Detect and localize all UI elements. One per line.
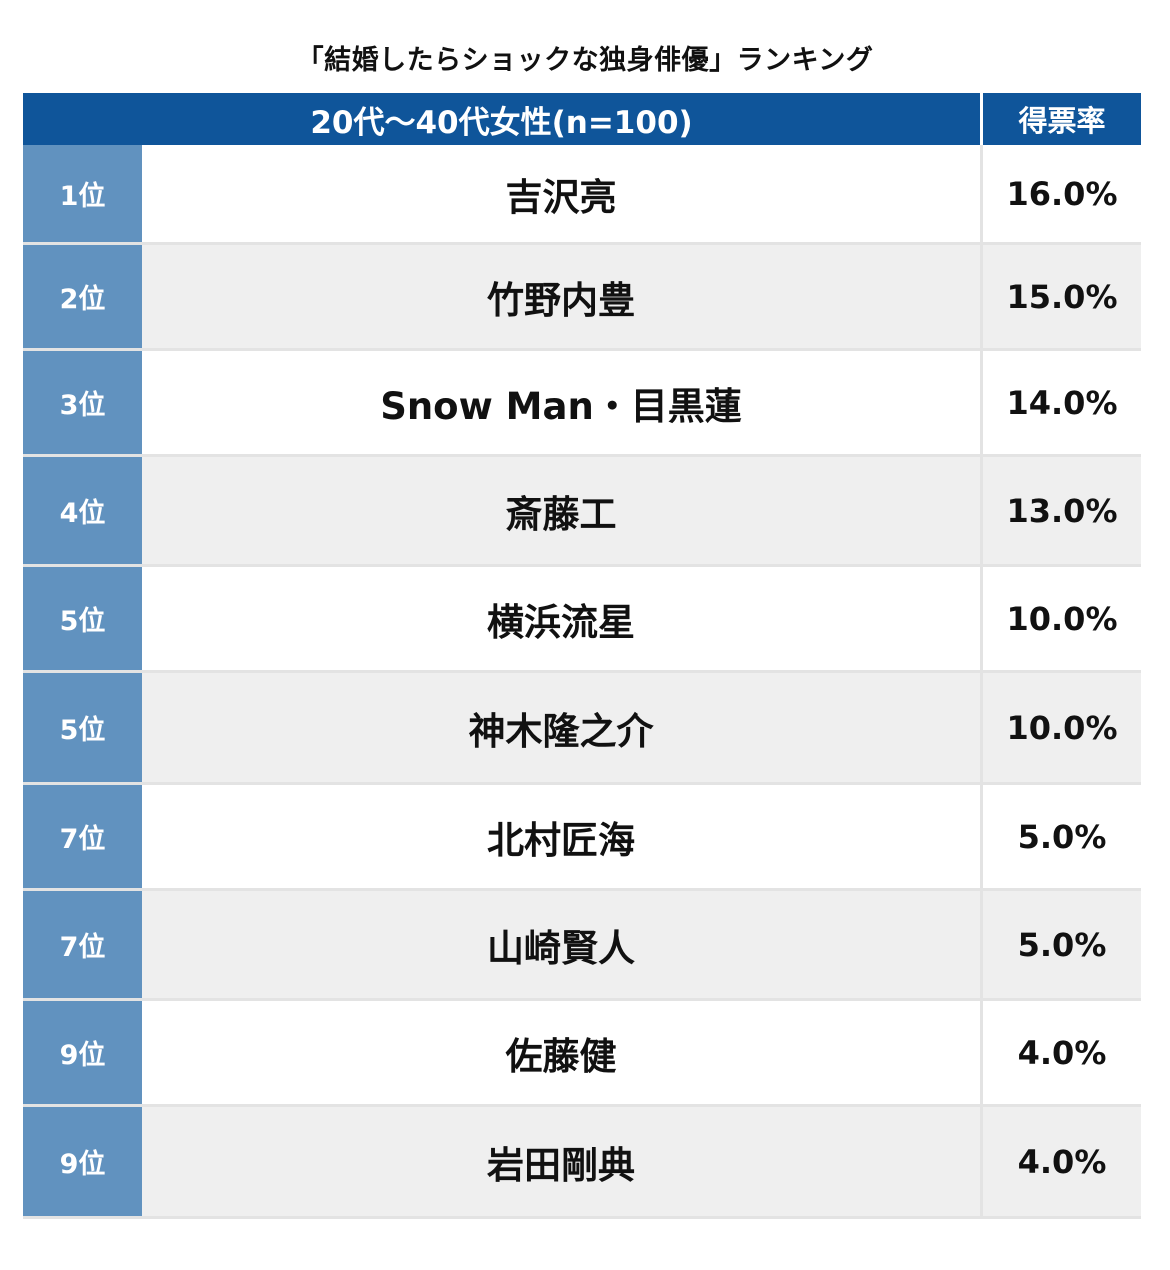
ranking-table: 20代〜40代女性(n=100) 得票率 1位 吉沢亮 16.0% 2位 竹野内豊 15.… bbox=[23, 93, 1141, 1219]
table-row: 9位 岩田剛典 4.0% bbox=[23, 1107, 1141, 1219]
table-row: 3位 Snow Man・目黒蓮 14.0% bbox=[23, 351, 1141, 457]
actor-name-cell: 横浜流星 bbox=[142, 567, 983, 670]
chart-title: 「結婚したらショックな独身俳優」ランキング bbox=[296, 45, 874, 76]
rank-cell: 7位 bbox=[23, 891, 142, 998]
table-row: 4位 斎藤工 13.0% bbox=[23, 457, 1141, 567]
vote-rate-cell: 4.0% bbox=[1017, 1033, 1107, 1072]
rank-cell: 1位 bbox=[23, 145, 142, 242]
table-row: 7位 山崎賢人 5.0% bbox=[23, 891, 1141, 1001]
rank-cell: 5位 bbox=[23, 673, 142, 782]
table-row: 7位 北村匠海 5.0% bbox=[23, 785, 1141, 891]
rank-cell: 5位 bbox=[23, 567, 142, 670]
vote-rate-cell: 5.0% bbox=[983, 891, 1141, 998]
table-row: 2位 竹野内豊 15.0% bbox=[23, 245, 1141, 351]
actor-name-cell: 山崎賢人 bbox=[142, 891, 983, 998]
table-row: 9位 佐藤健 4.0% bbox=[23, 1001, 1141, 1107]
vote-rate-cell: 10.0% bbox=[983, 673, 1141, 782]
vote-rate-cell: 14.0% bbox=[1006, 383, 1118, 422]
vote-rate-cell: 10.0% bbox=[1006, 599, 1118, 638]
vote-rate-cell: 4.0% bbox=[983, 1107, 1141, 1216]
actor-name-cell: Snow Man・目黒蓮 bbox=[142, 351, 983, 454]
actor-name-cell: 吉沢亮 bbox=[142, 145, 983, 242]
actor-name-cell: 神木隆之介 bbox=[142, 673, 983, 782]
table-header: 20代〜40代女性(n=100) 得票率 bbox=[23, 93, 1141, 145]
header-vote-rate: 得票率 bbox=[1018, 104, 1106, 138]
vote-rate-cell: 13.0% bbox=[983, 457, 1141, 564]
rank-cell: 9位 bbox=[23, 1107, 142, 1216]
rank-cell: 9位 bbox=[23, 1001, 142, 1104]
rank-cell: 7位 bbox=[23, 785, 142, 888]
table-row: 5位 神木隆之介 10.0% bbox=[23, 673, 1141, 785]
vote-rate-cell: 5.0% bbox=[1017, 817, 1107, 856]
actor-name-cell: 岩田剛典 bbox=[142, 1107, 983, 1216]
actor-name-cell: 竹野内豊 bbox=[142, 245, 983, 348]
actor-name-cell: 佐藤健 bbox=[142, 1001, 983, 1104]
rank-cell: 2位 bbox=[23, 245, 142, 348]
table-row: 1位 吉沢亮 16.0% bbox=[23, 145, 1141, 245]
rank-cell: 4位 bbox=[23, 457, 142, 564]
actor-name-cell: 斎藤工 bbox=[142, 457, 983, 564]
vote-rate-cell: 15.0% bbox=[983, 245, 1141, 348]
vote-rate-cell: 16.0% bbox=[1006, 174, 1118, 213]
table-row: 5位 横浜流星 10.0% bbox=[23, 567, 1141, 673]
header-respondents: 20代〜40代女性(n=100) bbox=[23, 93, 983, 145]
actor-name-cell: 北村匠海 bbox=[142, 785, 983, 888]
rank-cell: 3位 bbox=[23, 351, 142, 454]
table-body: 1位 吉沢亮 16.0% 2位 竹野内豊 15.0% 3位 Snow Man・目黒蓮 14.0%… bbox=[23, 145, 1141, 1219]
